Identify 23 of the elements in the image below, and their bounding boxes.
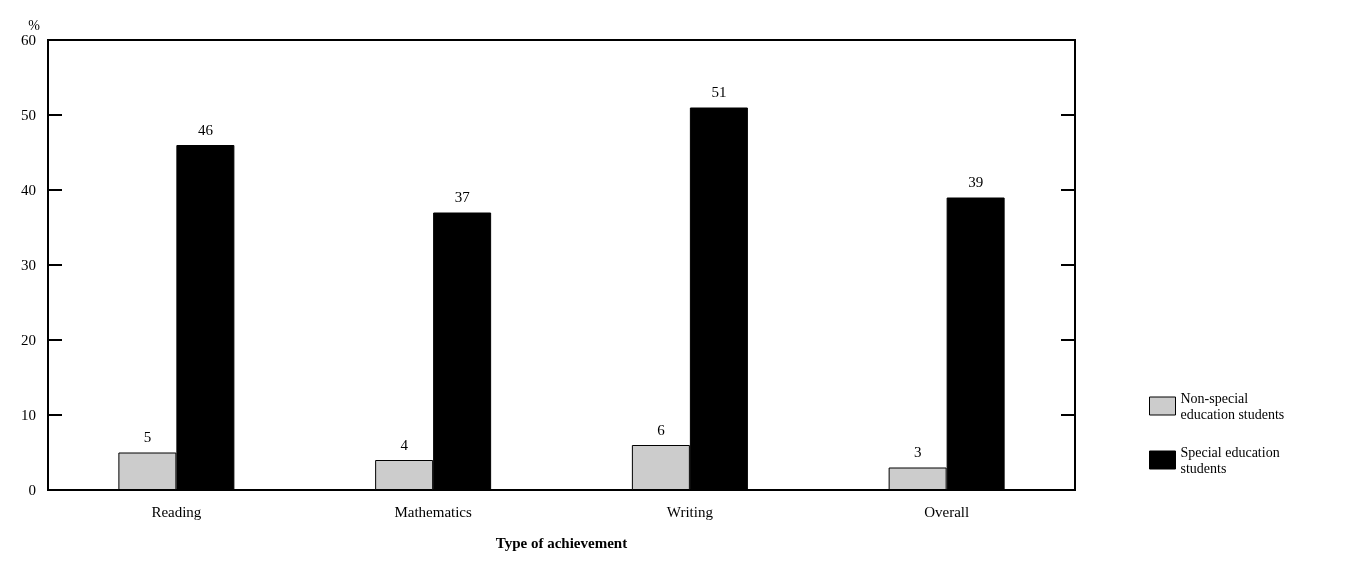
data-label: 3 — [913, 444, 922, 460]
y-tick-label: 30 — [21, 257, 36, 273]
y-tick-label: 0 — [28, 482, 36, 498]
x-tick-label: Writing — [666, 503, 714, 520]
data-label: 5 — [143, 429, 152, 445]
x-axis-title: Type of achievement — [495, 534, 628, 551]
x-tick-label: Overall — [924, 503, 970, 520]
data-label: 39 — [968, 174, 984, 190]
data-label: 4 — [400, 436, 409, 453]
data-label: 37 — [454, 189, 471, 205]
x-tick-label: Mathematics — [394, 503, 473, 520]
legend-label: Non-special education students — [1180, 390, 1285, 422]
y-axis-title: % — [28, 18, 41, 34]
y-tick-label: 10 — [21, 407, 36, 423]
y-tick-label: 60 — [21, 32, 36, 48]
x-tick-label: Reading — [151, 503, 202, 520]
y-tick-label: 20 — [21, 332, 36, 348]
data-label: 6 — [657, 421, 666, 438]
data-label: 51 — [711, 84, 727, 100]
y-tick-label: 50 — [21, 107, 36, 123]
y-tick-label: 40 — [21, 182, 36, 198]
legend-label: Special education students — [1180, 444, 1284, 476]
data-label: 46 — [197, 121, 214, 138]
